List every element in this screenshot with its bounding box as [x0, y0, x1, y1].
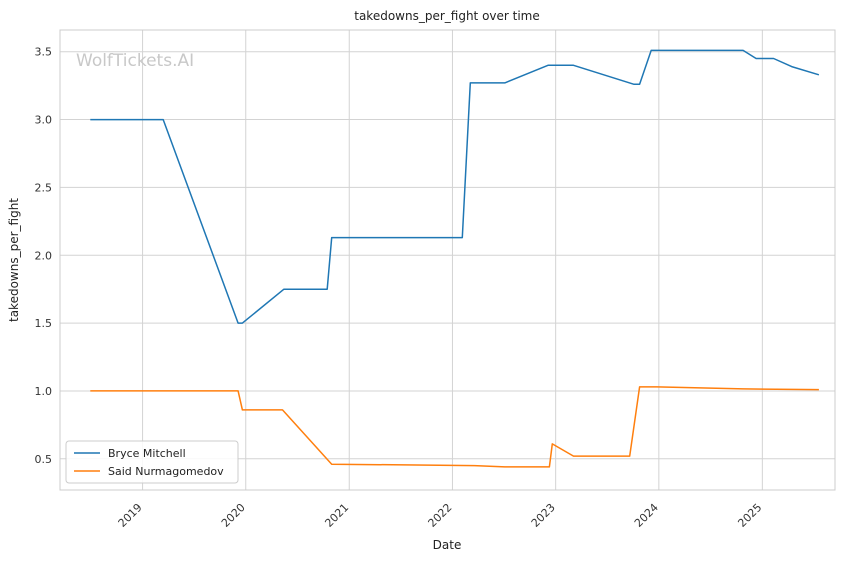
y-tick-label: 2.5: [35, 181, 53, 194]
x-tick-labels: 2019 2020 2021 2022 2023 2024 2025: [116, 501, 765, 530]
legend-label-said-nurmagomedov: Said Nurmagomedov: [108, 465, 224, 478]
x-tick-label: 2025: [735, 501, 764, 530]
x-tick-label: 2023: [529, 501, 558, 530]
y-tick-label: 2.0: [35, 249, 53, 262]
legend-label-bryce-mitchell: Bryce Mitchell: [108, 447, 186, 460]
watermark: WolfTickets.AI: [76, 51, 194, 71]
x-tick-label: 2021: [322, 501, 351, 530]
x-tick-label: 2019: [116, 501, 145, 530]
grid: [60, 30, 835, 490]
legend: Bryce Mitchell Said Nurmagomedov: [65, 440, 239, 484]
y-tick-label: 3.0: [35, 114, 53, 127]
y-axis-label: takedowns_per_fight: [7, 198, 21, 322]
chart-title: takedowns_per_fight over time: [354, 9, 540, 23]
series-line-said-nurmagomedov: [90, 386, 819, 468]
series-line-bryce-mitchell: [90, 49, 820, 324]
y-tick-labels: 0.5 1.0 1.5 2.0 2.5 3.0 3.5: [35, 46, 53, 466]
x-axis-label: Date: [433, 538, 462, 552]
x-tick-label: 2024: [632, 501, 661, 530]
y-tick-label: 1.5: [35, 317, 53, 330]
y-tick-label: 0.5: [35, 453, 53, 466]
series-layer: [90, 49, 820, 468]
plot-frame: [59, 29, 836, 491]
x-tick-label: 2020: [219, 501, 248, 530]
y-tick-label: 1.0: [35, 385, 53, 398]
legend-box: [65, 440, 239, 484]
y-tick-label: 3.5: [35, 46, 53, 59]
x-tick-label: 2022: [426, 501, 455, 530]
